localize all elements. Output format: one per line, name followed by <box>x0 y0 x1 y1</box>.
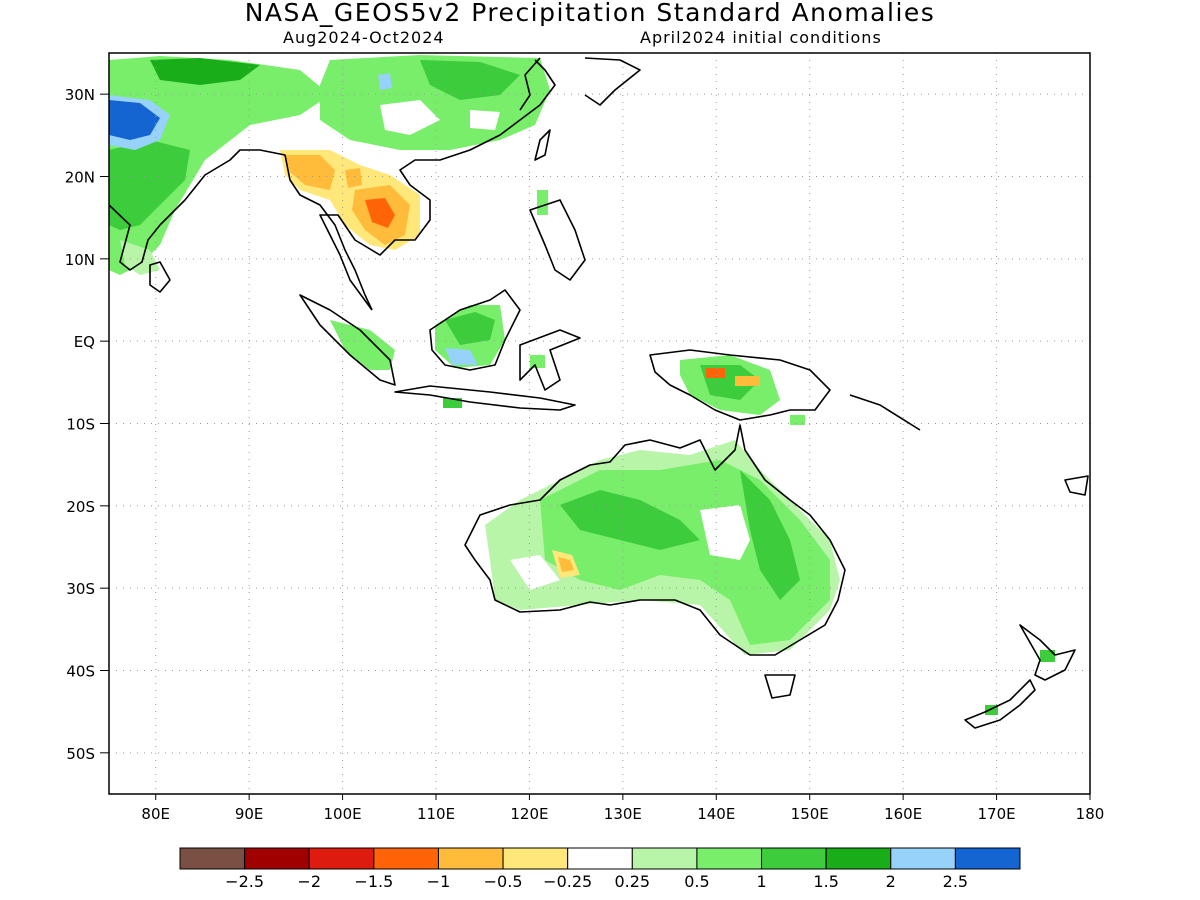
lon-label: 90E <box>235 805 264 823</box>
lat-label: 30S <box>66 580 95 598</box>
coastlines <box>109 57 1089 729</box>
coastline-sri-lanka <box>149 261 171 293</box>
anomaly-area <box>470 110 500 130</box>
lon-label: 130E <box>604 805 642 823</box>
lon-label: 140E <box>697 805 735 823</box>
colorbar-swatch <box>244 847 310 870</box>
lon-label: 180 <box>1076 805 1105 823</box>
colorbar-swatch <box>373 847 439 870</box>
anomaly-area <box>530 355 545 368</box>
coastline-indochina <box>319 59 556 311</box>
graticule <box>109 53 1090 794</box>
colorbar-swatch <box>179 847 246 870</box>
anomaly-area <box>345 168 362 188</box>
coastline-sulawesi <box>519 329 581 391</box>
colorbar-swatch <box>825 847 892 870</box>
lon-label: 170E <box>978 805 1016 823</box>
anomaly-area <box>510 555 560 590</box>
lat-label: 10N <box>65 251 95 269</box>
longitude-labels: 80E 90E 100E 110E 120E 130E 140E 150E 160E 170E 18… <box>141 794 1104 823</box>
coastline-australia <box>464 424 846 656</box>
anomaly-area <box>558 557 574 572</box>
lat-label: 20N <box>65 169 95 187</box>
anomaly-area <box>109 100 160 140</box>
colorbar-label: 0.5 <box>684 872 709 891</box>
colorbar-label: 2.5 <box>943 872 968 891</box>
coastline-java <box>394 385 576 411</box>
colorbar-label: 1 <box>756 872 766 891</box>
colorbar-swatch <box>502 847 569 870</box>
colorbar-swatch <box>631 847 698 870</box>
colorbar-labels: −2.5 −2 −1.5 −1 −0.5 −0.25 0.25 0.5 1 1.5 2 2.5 <box>225 872 968 891</box>
coastline-new-guinea <box>649 349 831 421</box>
colorbar-swatch <box>696 847 763 870</box>
period-subtitle: Aug2024-Oct2024 <box>283 28 445 47</box>
colorbar-label: −2.5 <box>225 872 264 891</box>
colorbar-label: −0.5 <box>484 872 523 891</box>
lon-label: 110E <box>417 805 455 823</box>
coastline-sumatra <box>299 294 396 386</box>
colorbar-label: −1.5 <box>354 872 393 891</box>
anomaly-area <box>740 470 800 600</box>
anomaly-area <box>537 190 548 215</box>
anomaly-area <box>706 368 725 378</box>
anomaly-area <box>790 415 805 425</box>
anomaly-area <box>420 60 520 100</box>
colorbar-label: −2 <box>297 872 321 891</box>
anomaly-area <box>285 155 335 190</box>
anomaly-area <box>380 100 440 135</box>
lat-label: 30N <box>65 86 95 104</box>
coastline-new-zealand-south <box>964 679 1036 729</box>
lat-label: 40S <box>66 663 95 681</box>
coastline-new-zealand-north <box>1019 624 1076 681</box>
anomaly-area <box>445 348 478 365</box>
colorbar <box>179 847 1021 870</box>
colorbar-label: 1.5 <box>813 872 838 891</box>
coastline-fiji <box>1064 475 1089 496</box>
anomaly-area <box>735 376 760 386</box>
coastline-taiwan <box>534 129 551 161</box>
lon-label: 160E <box>884 805 922 823</box>
coastline-japan <box>584 57 641 106</box>
colorbar-label: 2 <box>886 872 896 891</box>
anomaly-area <box>150 58 260 85</box>
colorbar-swatch <box>761 847 827 870</box>
lat-label: 20S <box>66 498 95 516</box>
lon-label: 80E <box>141 805 170 823</box>
lon-label: 100E <box>324 805 362 823</box>
map-title: NASA_GEOS5v2 Precipitation Standard Anom… <box>244 0 936 27</box>
colorbar-label: −1 <box>427 872 451 891</box>
anomaly-area <box>365 198 395 228</box>
colorbar-swatch <box>437 847 504 870</box>
anomaly-area <box>378 73 392 90</box>
anomaly-area <box>700 505 750 560</box>
coastline-solomons <box>849 394 921 431</box>
colorbar-label: −0.25 <box>543 872 592 891</box>
latitude-labels: 30N 20N 10N EQ 10S 20S 30S 40S 50S <box>65 86 109 763</box>
colorbar-swatch <box>890 847 956 870</box>
lat-label: 10S <box>66 416 95 434</box>
lon-label: 150E <box>791 805 829 823</box>
anomaly-shading <box>109 55 1055 715</box>
init-conditions-subtitle: April2024 initial conditions <box>640 28 882 47</box>
colorbar-swatch <box>567 847 633 870</box>
anomaly-area <box>109 140 190 230</box>
coastline-borneo <box>429 289 521 371</box>
anomaly-area <box>330 320 395 370</box>
lat-label: 50S <box>66 745 95 763</box>
anomaly-area <box>560 490 700 550</box>
lon-label: 120E <box>510 805 548 823</box>
lat-label: EQ <box>74 333 95 351</box>
colorbar-swatch <box>954 847 1021 870</box>
coastline-china-north <box>519 57 541 111</box>
colorbar-label: 0.25 <box>614 872 650 891</box>
coastline-philippines <box>529 199 586 281</box>
colorbar-swatch <box>308 847 375 870</box>
anomaly-area <box>445 312 495 345</box>
coastline-tasmania <box>764 674 796 699</box>
anomaly-area <box>1040 650 1055 662</box>
coastline-south-asia <box>109 149 373 311</box>
